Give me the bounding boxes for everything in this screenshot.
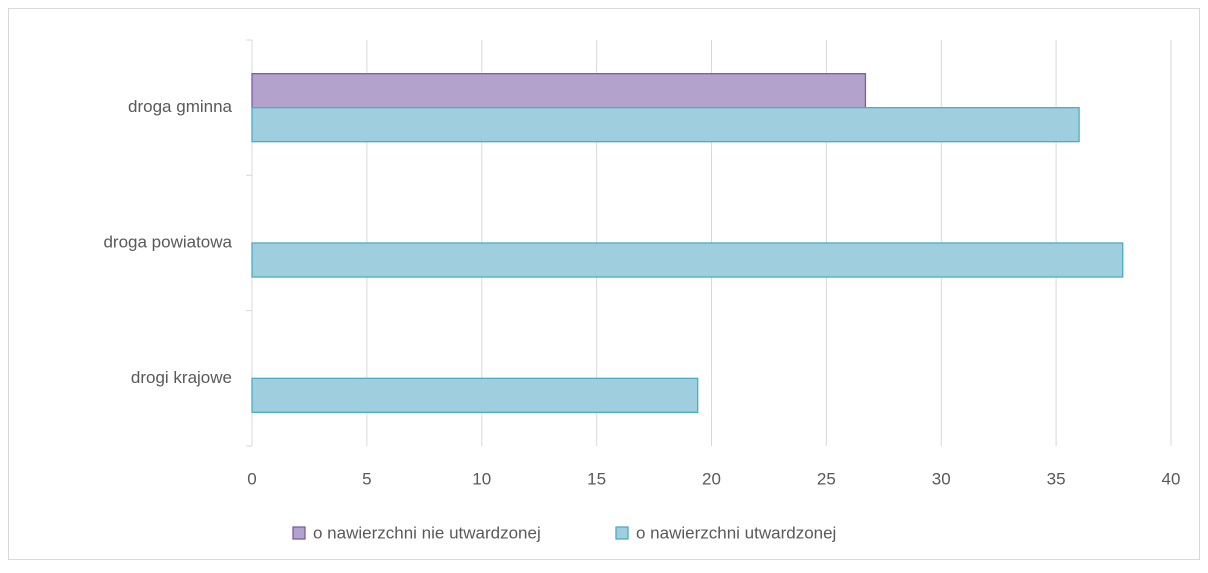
x-tick-label: 15 xyxy=(587,469,606,488)
x-tick-label: 40 xyxy=(1162,469,1181,488)
y-tick-label: droga gminna xyxy=(128,97,233,116)
legend-swatch xyxy=(615,526,629,540)
bar xyxy=(251,242,1124,278)
legend-swatch xyxy=(292,526,306,540)
x-tick-label: 20 xyxy=(702,469,721,488)
x-tick-label: 0 xyxy=(247,469,256,488)
legend-label: o nawierzchni utwardzonej xyxy=(636,523,836,542)
y-tick-label: drogi krajowe xyxy=(131,368,232,387)
x-tick-label: 5 xyxy=(362,469,371,488)
bar xyxy=(251,377,699,413)
x-tick-label: 25 xyxy=(817,469,836,488)
legend-label: o nawierzchni nie utwardzonej xyxy=(313,523,541,542)
x-tick-label: 30 xyxy=(932,469,951,488)
x-tick-label: 10 xyxy=(472,469,491,488)
bar xyxy=(251,73,867,109)
x-tick-label: 35 xyxy=(1047,469,1066,488)
y-tick-label: droga powiatowa xyxy=(103,232,232,251)
bar xyxy=(251,107,1080,143)
